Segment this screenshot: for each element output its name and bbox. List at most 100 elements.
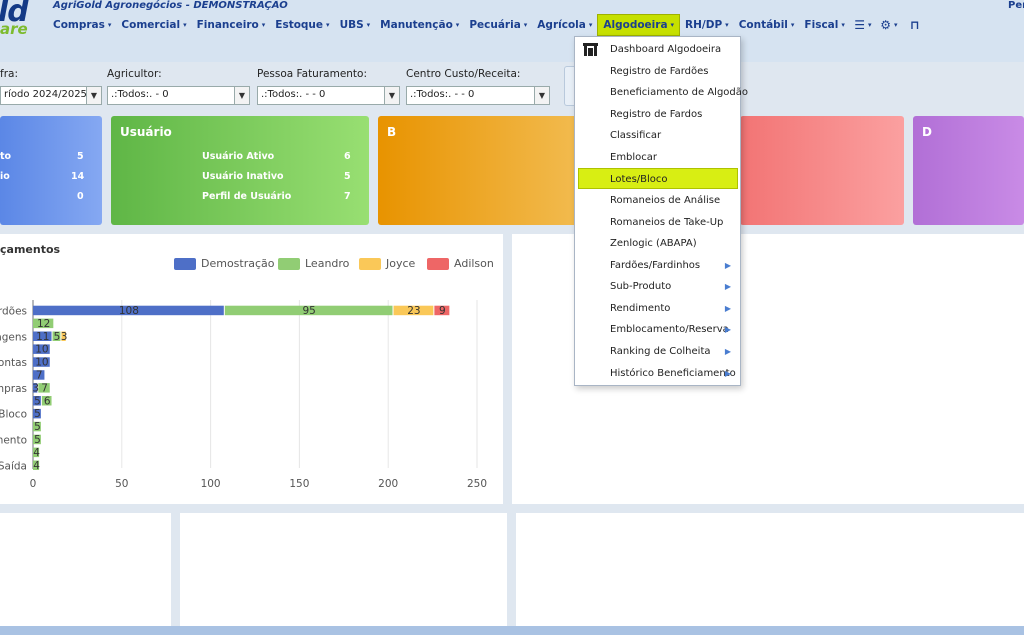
filter-pessoa: Pessoa Faturamento: .:Todos:. - - 0 ▼ <box>257 68 400 105</box>
bar[interactable] <box>33 305 224 316</box>
caret-down-icon: ▾ <box>366 21 371 29</box>
nav-manutencao[interactable]: Manutenção ▾ <box>375 14 464 36</box>
nav-algodoeira[interactable]: Algodoeira ▾ <box>597 14 681 36</box>
menu-item-sub-produto[interactable]: Sub-Produto ▶ <box>576 276 739 297</box>
menu-item-romaneios-de-take-up[interactable]: Romaneios de Take-Up <box>576 212 739 233</box>
menu-item-registro-de-fardos[interactable]: Registro de Fardos <box>576 104 739 125</box>
bottom-panel-3 <box>516 513 1024 626</box>
menu-item-emblocar[interactable]: Emblocar <box>576 147 739 168</box>
bar-value-label: 7 <box>41 382 48 394</box>
user-card-row-label: Usuário Inativo <box>202 171 284 182</box>
legend-item[interactable]: Adilson <box>427 257 494 270</box>
chevron-down-icon[interactable]: ▼ <box>384 87 399 104</box>
nav-label: RH/DP <box>685 19 723 31</box>
bar[interactable] <box>33 357 50 367</box>
bar[interactable] <box>33 331 52 342</box>
stacked-bar-chart: 10895239rdões121153agens1010ontas737mpra… <box>0 300 487 490</box>
bar-value-label: 10 <box>35 357 48 369</box>
logo: ld <box>0 0 29 29</box>
nav-agricola[interactable]: Agrícola ▾ <box>532 14 597 36</box>
bar[interactable] <box>33 434 41 445</box>
card-a-row-label: to <box>0 151 12 162</box>
logout-door-icon[interactable]: ⊓ <box>902 14 928 36</box>
nav-rh-dp[interactable]: RH/DP ▾ <box>680 14 734 36</box>
legend-label: Adilson <box>454 257 494 270</box>
legend-label: Leandro <box>305 257 350 270</box>
category-label: Saída <box>0 460 27 472</box>
bar[interactable] <box>393 305 434 316</box>
menu-item-ranking-de-colheita[interactable]: Ranking de Colheita ▶ <box>576 341 739 362</box>
nav-financeiro[interactable]: Financeiro ▾ <box>192 14 271 36</box>
bar[interactable] <box>33 344 50 354</box>
caret-down-icon: ▾ <box>894 21 898 29</box>
user-label[interactable]: Per <box>1008 0 1024 11</box>
filter-agricultor: Agricultor: .:Todos:. - 0 ▼ <box>107 68 250 105</box>
nav-label: Comercial <box>121 19 181 31</box>
nav-estoque[interactable]: Estoque ▾ <box>270 14 334 36</box>
menu-item-dashboard-algodoeira[interactable]: Dashboard Algodoeira <box>576 39 739 60</box>
nav-ubs[interactable]: UBS ▾ <box>335 14 376 36</box>
nav-label: Contábil <box>738 19 788 31</box>
category-label: mpras <box>0 383 27 395</box>
bar[interactable] <box>33 318 54 329</box>
nav-fiscal[interactable]: Fiscal ▾ <box>799 14 849 36</box>
filter-agricultor-label: Agricultor: <box>107 68 162 80</box>
bar[interactable] <box>434 305 450 316</box>
menu-item-label: Histórico Beneficiamento <box>610 368 736 379</box>
bar-value-label: 5 <box>54 331 61 343</box>
menu-item-lotes-bloco[interactable]: Lotes/Bloco <box>578 168 738 189</box>
menu-item-romaneios-de-an-lise[interactable]: Romaneios de Análise <box>576 190 739 211</box>
menu-item-hist-rico-beneficiamento[interactable]: Histórico Beneficiamento ▶ <box>576 363 739 384</box>
legend-item[interactable]: Joyce <box>359 257 415 270</box>
bar[interactable] <box>33 408 41 419</box>
bar[interactable] <box>52 331 61 342</box>
chevron-down-icon[interactable]: ▼ <box>234 87 249 104</box>
menu-item-emblocamento-reserva[interactable]: Emblocamento/Reserva ▶ <box>576 319 739 340</box>
chevron-right-icon: ▶ <box>724 369 731 378</box>
bar[interactable] <box>33 421 41 432</box>
bar[interactable] <box>61 331 66 342</box>
summary-card-a: to 5 io 14 0 <box>0 116 102 225</box>
nav-label: Estoque <box>275 19 324 31</box>
bar[interactable] <box>33 396 41 406</box>
menu-item-zenlogic-abapa[interactable]: Zenlogic (ABAPA) <box>576 233 739 254</box>
gears-icon[interactable]: ⚙ ▾ <box>876 14 902 36</box>
bottom-panel-2 <box>180 513 507 626</box>
agricultor-select[interactable]: .:Todos:. - 0 ▼ <box>107 86 250 105</box>
bar[interactable] <box>224 305 393 316</box>
safra-select-value: ríodo 2024/2025 - <box>4 89 94 100</box>
nav-contabil[interactable]: Contábil ▾ <box>734 14 800 36</box>
safra-select[interactable]: ríodo 2024/2025 - ▼ <box>0 86 102 105</box>
menu-item-classificar[interactable]: Classificar <box>576 125 739 146</box>
menu-item-rendimento[interactable]: Rendimento ▶ <box>576 298 739 319</box>
centro-select[interactable]: .:Todos:. - - 0 ▼ <box>406 86 550 105</box>
bar[interactable] <box>41 396 52 406</box>
menu-item-fard-es-fardinhos[interactable]: Fardões/Fardinhos ▶ <box>576 255 739 276</box>
card-a-row-value: 5 <box>77 151 84 162</box>
menu-item-registro-de-fard-es[interactable]: Registro de Fardões <box>576 61 739 82</box>
nav-label: Financeiro <box>196 19 259 31</box>
legend-label: Joyce <box>386 257 416 270</box>
filter-button[interactable] <box>564 66 574 106</box>
nav-compras[interactable]: Compras ▾ <box>48 14 116 36</box>
category-label: rdões <box>0 305 27 317</box>
x-tick-label: 250 <box>467 478 487 490</box>
bar[interactable] <box>33 370 45 380</box>
menu-item-label: Romaneios de Take-Up <box>610 217 724 228</box>
user-card-row-label: Perfil de Usuário <box>202 191 292 202</box>
bar[interactable] <box>33 460 40 471</box>
bar[interactable] <box>33 447 40 458</box>
bar[interactable] <box>33 383 38 393</box>
legend-item[interactable]: Demostração <box>174 257 275 270</box>
nav-comercial[interactable]: Comercial ▾ <box>116 14 191 36</box>
bar[interactable] <box>38 383 50 393</box>
chevron-down-icon[interactable]: ▼ <box>86 87 101 104</box>
bar-value-label: 3 <box>61 331 68 343</box>
nav-label: Fiscal <box>804 19 839 31</box>
menu-icon[interactable]: ☰ ▾ <box>850 14 876 36</box>
nav-pecuaria[interactable]: Pecuária ▾ <box>464 14 532 36</box>
chevron-down-icon[interactable]: ▼ <box>534 87 549 104</box>
legend-item[interactable]: Leandro <box>278 257 349 270</box>
menu-item-beneficiamento-de-algod-o[interactable]: Beneficiamento de Algodão <box>576 82 748 103</box>
pessoa-select[interactable]: .:Todos:. - - 0 ▼ <box>257 86 400 105</box>
